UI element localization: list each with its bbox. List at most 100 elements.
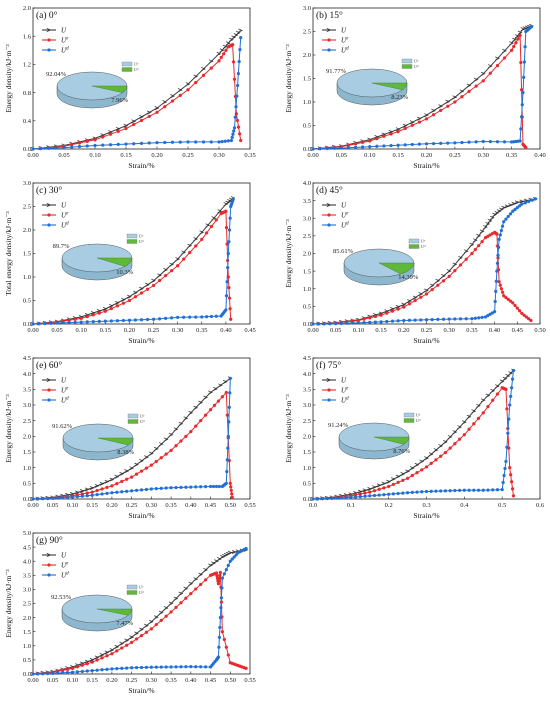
data-point-U (183, 586, 189, 591)
data-point-Ue (230, 492, 234, 496)
data-point-Ud (219, 596, 224, 600)
data-point-Ue (472, 422, 476, 426)
data-point-Ud (448, 489, 452, 493)
data-point-U (94, 655, 100, 660)
data-point-Ud (502, 140, 507, 144)
legend-marker-Ue (327, 213, 331, 217)
pie-legend-swatch-ud (126, 590, 138, 595)
data-point-Ud (31, 497, 35, 501)
data-point-Ud (124, 142, 128, 146)
data-point-Ud (527, 199, 531, 204)
x-tick-label: 0.35 (165, 677, 176, 684)
data-point-Ue (512, 44, 516, 49)
pie-slice-ud (96, 608, 133, 616)
data-point-Ud (217, 645, 221, 649)
data-point-Ue (121, 301, 126, 305)
data-point-Ud (164, 486, 168, 490)
data-point-U (104, 650, 110, 655)
data-point-Ue (93, 138, 97, 142)
data-point-U (461, 420, 467, 425)
data-point-Ud (447, 317, 451, 321)
y-tick-label: 1.5 (303, 268, 311, 275)
data-point-Ue (420, 468, 424, 472)
data-point-U (178, 591, 184, 596)
data-point-Ud (80, 669, 84, 674)
pie-legend-swatch-ud (408, 244, 420, 249)
pie-label-ue: 91.62% (52, 423, 73, 430)
data-point-U (517, 30, 523, 35)
data-point-Ue (519, 60, 523, 65)
data-point-Ue (90, 660, 94, 664)
data-point-U (476, 233, 482, 238)
data-point-Ue (458, 263, 463, 267)
data-point-Ue (396, 307, 400, 311)
pie-legend-swatch-ud (401, 64, 413, 69)
data-point-Ud (60, 496, 65, 500)
data-point-Ud (233, 115, 237, 119)
data-point-Ue (220, 630, 225, 634)
data-point-U (402, 123, 408, 128)
data-point-Ud (105, 491, 109, 496)
x-axis-label: Strain/% (128, 511, 154, 520)
y-axis-label: Energy density/kJ·m⁻³ (4, 44, 13, 113)
y-tick-label: 4.0 (303, 371, 311, 378)
y-tick-label: 0.5 (303, 123, 311, 130)
data-point-Ue (97, 311, 101, 315)
data-point-U (496, 209, 502, 214)
data-point-U (376, 483, 382, 488)
data-point-Ud (385, 319, 389, 324)
data-point-Ue (144, 466, 149, 470)
y-tick-label: 0.5 (303, 304, 311, 311)
pie-legend-swatch-ue (403, 412, 415, 418)
data-point-Ud (61, 321, 65, 325)
data-point-Ud (228, 216, 232, 220)
data-point-U (99, 652, 105, 657)
data-point-Ue (410, 473, 414, 478)
data-point-Ud (144, 487, 149, 492)
y-tick-label: 4.5 (23, 544, 31, 551)
data-point-Ue (91, 313, 95, 317)
x-tick-label: 0.45 (512, 327, 523, 334)
data-point-Ue (176, 264, 180, 268)
data-point-U (218, 383, 223, 388)
data-point-Ue (448, 446, 452, 450)
data-point-Ud (515, 206, 519, 210)
data-point-Ud (332, 146, 336, 150)
data-point-Ud (209, 140, 213, 144)
data-point-Ud (420, 490, 424, 494)
y-tick-label: 1.0 (303, 286, 311, 293)
legend-label-U: U (341, 202, 347, 210)
data-point-Ue (477, 243, 481, 248)
data-point-Ud (214, 484, 219, 489)
data-point-Ud (225, 280, 229, 284)
data-point-U (231, 35, 237, 40)
pie-legend-swatch-ud (121, 67, 133, 72)
data-point-Ud (509, 394, 513, 399)
data-point-Ud (85, 494, 89, 498)
pie-legend-label-ud: Uᵈ (414, 64, 419, 69)
legend-label-Ue: Ue (341, 387, 349, 395)
data-point-Ud (147, 141, 151, 145)
data-point-Ue (495, 392, 500, 396)
data-point-Ud (226, 251, 230, 256)
data-point-U (146, 110, 152, 115)
data-point-Ud (472, 488, 476, 492)
data-point-Ue (436, 283, 440, 287)
data-point-Ue (109, 306, 114, 311)
data-point-U (514, 200, 520, 205)
data-point-Ud (121, 318, 126, 323)
data-point-Ue (144, 630, 149, 634)
data-point-Ue (182, 257, 186, 261)
legend-marker-Ud (327, 48, 331, 52)
panel-title: (a) 0° (36, 10, 58, 21)
data-point-Ud (325, 146, 329, 151)
data-point-Ud (125, 666, 129, 670)
data-point-Ue (209, 224, 214, 229)
legend-label-Ud: Ud (61, 572, 69, 580)
data-point-Ue (224, 209, 228, 213)
pie-legend-swatch-ue (126, 584, 138, 590)
data-point-Ud (54, 146, 58, 150)
data-point-Ud (129, 489, 134, 493)
